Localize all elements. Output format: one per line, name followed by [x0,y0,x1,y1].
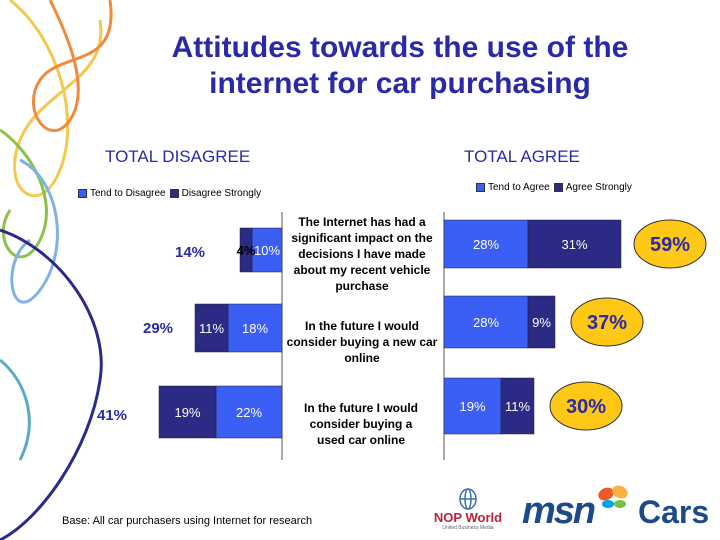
label-tend-disagree: 22% [236,405,262,420]
bar-agree-strongly [527,219,622,269]
legend-label: Tend to Agree [488,182,550,193]
page-title: Attitudes towards the use of the interne… [171,31,629,100]
agree-legend: Tend to Agree Agree Strongly [476,182,636,193]
legend-swatch-light [78,189,87,198]
bar-agree-strongly [500,377,535,435]
bar-tend-disagree [251,227,283,273]
bar-tend-agree [443,377,502,435]
label-tend-disagree: 18% [242,321,268,336]
total-agree: 30% [566,396,606,418]
loop-navy [0,228,103,540]
total-disagree: 41% [97,407,127,424]
label-tend-agree: 28% [473,237,499,252]
disagree-legend: Tend to Disagree Disagree Strongly [78,188,265,199]
label-disagree-strongly: 19% [174,405,200,420]
legend-item-disagree-strongly: Disagree Strongly [169,188,262,199]
legend-swatch-dark [169,189,179,198]
legend-swatch-light [476,183,485,192]
loop-teal [0,358,31,461]
msn-text: msn [522,490,596,532]
agree-title: TOTAL AGREE [464,147,580,166]
label-agree-strongly: 31% [561,237,587,252]
bar-tend-disagree [215,385,283,439]
bar-disagree-strongly [239,227,253,273]
bar-agree-strongly [527,295,556,349]
legend-label: Agree Strongly [565,182,632,193]
nop-world-subtext: United Business Media [442,525,494,531]
cars-text: Cars [638,494,710,530]
statement-2: In the future I would consider buying a … [286,319,438,365]
label-tend-disagree: 10% [254,243,280,258]
label-agree-strongly: 9% [532,315,551,330]
label-agree-strongly: 11% [505,399,530,414]
legend-item-tend-disagree: Tend to Disagree [78,188,166,199]
loop-yellow [9,0,103,198]
globe-icon [459,488,477,510]
label-disagree-strongly: 4% [237,243,256,258]
statement-1: The Internet has had a significant impac… [291,215,433,293]
legend-item-tend-agree: Tend to Agree [476,182,550,193]
disagree-title: TOTAL DISAGREE [105,147,251,166]
bar-tend-agree [443,219,529,269]
decorative-loops [0,0,113,540]
label-tend-agree: 28% [473,315,499,330]
butterfly-icon [598,485,628,508]
bar-disagree-strongly [158,385,217,439]
total-agree: 59% [650,234,690,256]
nop-world-text: NOP World [433,510,503,525]
label-disagree-strongly: 11% [199,321,224,336]
total-agree-badge [570,297,644,347]
total-agree-badge [633,219,707,269]
total-agree: 37% [587,312,627,334]
statement-3: In the future I would consider buying a … [304,401,418,447]
legend-swatch-dark [553,183,563,192]
loop-green [0,128,48,259]
total-disagree: 29% [143,320,173,337]
legend-item-agree-strongly: Agree Strongly [553,182,632,193]
bar-disagree-strongly [194,303,229,353]
loop-orange [31,0,113,133]
total-agree-badge [549,381,623,431]
bar-tend-agree [443,295,529,349]
label-tend-agree: 19% [459,399,485,414]
total-disagree: 14% [175,244,205,261]
legend-label: Disagree Strongly [181,188,262,199]
footer-base-note: Base: All car purchasers using Internet … [62,515,313,527]
nop-world-logo: NOP World United Business Media [428,488,508,531]
bar-tend-disagree [227,303,283,353]
loop-lightblue [10,158,59,304]
legend-label: Tend to Disagree [90,188,166,199]
